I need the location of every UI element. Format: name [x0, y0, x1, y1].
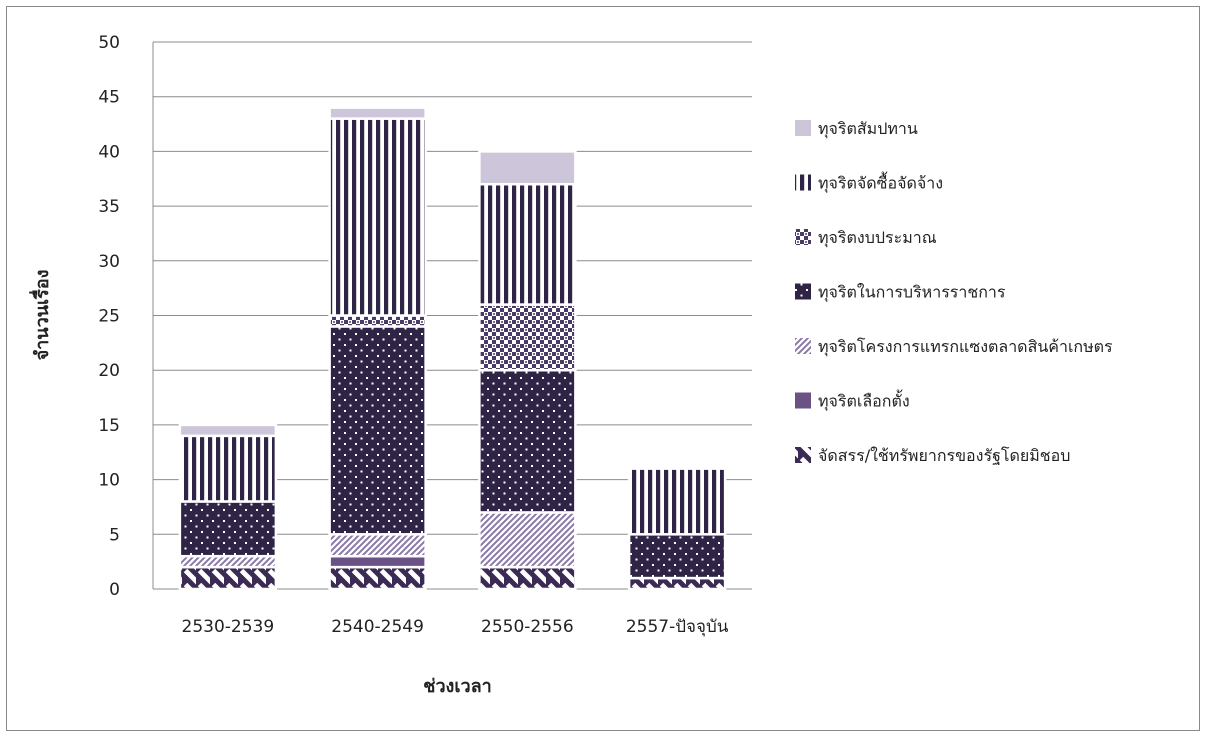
bar-segment — [178, 423, 278, 438]
legend-swatch — [795, 174, 811, 191]
x-axis-title: ช่วงเวลา — [423, 676, 492, 697]
legend-swatch — [795, 229, 811, 245]
bar-segment — [478, 368, 577, 514]
bar-segment — [178, 565, 278, 591]
legend-swatch — [795, 338, 811, 354]
legend-label: ทุจริตเลือกตั้ง — [818, 390, 910, 412]
legend-label: ทุจริตในการบริหารราชการ — [818, 283, 1006, 303]
bar-segment — [478, 511, 577, 569]
bar-segment — [328, 117, 427, 317]
bar-segment — [178, 434, 278, 503]
y-tick-label: 45 — [98, 88, 120, 108]
legend-label: ทุจริตจัดซื้อจัดจ้าง — [818, 172, 943, 194]
bar-segment — [478, 565, 577, 591]
bar-segment — [178, 554, 278, 569]
bar-segment — [328, 106, 427, 120]
y-tick-label: 35 — [98, 197, 120, 217]
bar-segment — [627, 467, 727, 536]
legend-label: ทุจริตสัมปทาน — [818, 119, 918, 139]
y-tick-label: 40 — [98, 142, 120, 162]
bar-segment — [328, 314, 427, 328]
bar-segment — [478, 182, 577, 306]
chart-frame — [6, 6, 1200, 731]
y-tick-label: 20 — [98, 361, 120, 381]
x-tick-label: 2550-2556 — [481, 617, 574, 637]
bar-segment — [328, 554, 427, 569]
y-tick-label: 25 — [98, 307, 120, 327]
legend-label: ทุจริตงบประมาณ — [818, 228, 937, 248]
legend-swatch — [795, 120, 811, 136]
y-axis-title: จำนวนเรื่อง — [29, 270, 53, 361]
legend-swatch — [795, 283, 811, 300]
bar-segment — [328, 533, 427, 558]
legend-swatch — [795, 447, 811, 463]
bar-segment — [328, 565, 427, 591]
bar-segment — [178, 500, 278, 558]
y-tick-label: 30 — [98, 252, 120, 272]
y-tick-label: 15 — [98, 416, 120, 436]
legend-label: จัดสรร/ใช้ทรัพยากรของรัฐโดยมิชอบ — [818, 446, 1070, 465]
bar-segment — [627, 533, 727, 580]
y-tick-label: 50 — [98, 33, 120, 53]
x-tick-label: 2530-2539 — [182, 617, 275, 637]
x-tick-label: 2540-2549 — [331, 617, 424, 637]
bar-segment — [627, 576, 727, 591]
legend-swatch — [795, 392, 811, 409]
y-tick-label: 0 — [109, 580, 120, 600]
bar-segment — [328, 325, 427, 536]
y-tick-label: 5 — [109, 525, 120, 545]
legend-label: ทุจริตโครงการแทรกแซงตลาดสินค้าเกษตร — [818, 337, 1113, 357]
bar-segment — [478, 303, 577, 372]
bar-segment — [478, 150, 577, 186]
x-tick-label: 2557-ปัจจุบัน — [626, 617, 729, 637]
y-tick-label: 10 — [98, 471, 120, 491]
